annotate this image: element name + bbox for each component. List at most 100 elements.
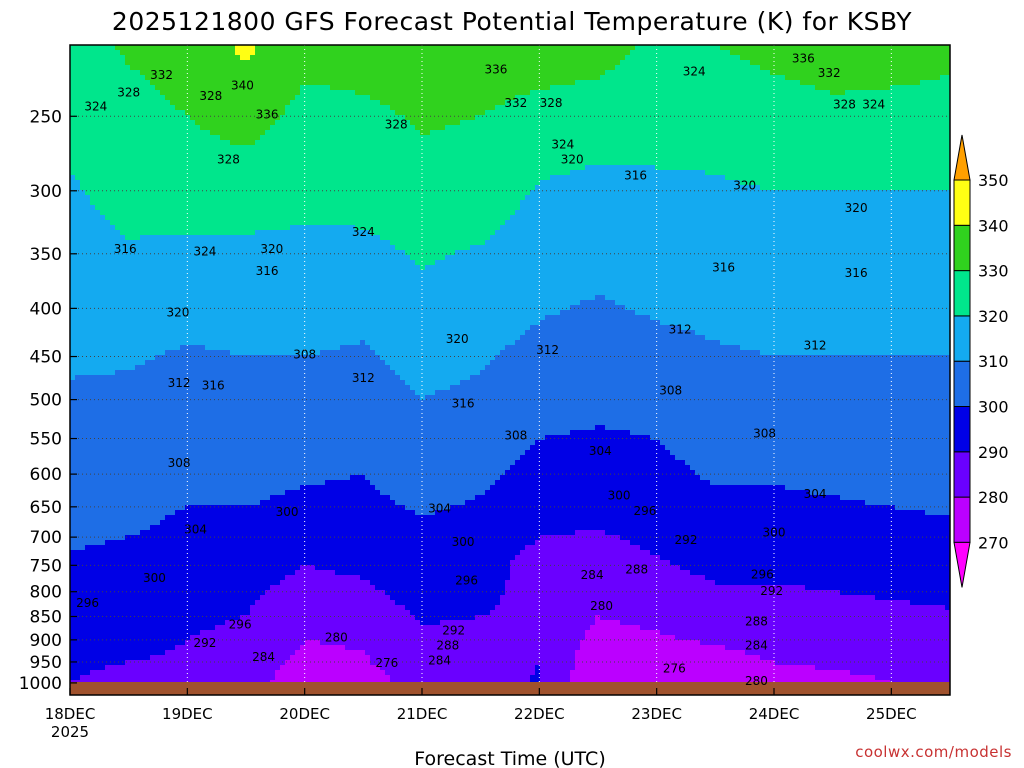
heatmap-cell — [480, 150, 486, 156]
heatmap-cell — [340, 150, 346, 156]
heatmap-cell — [330, 110, 336, 116]
heatmap-cell — [395, 185, 401, 191]
heatmap-cell — [510, 180, 516, 186]
heatmap-cell — [930, 70, 936, 76]
heatmap-cell — [210, 155, 216, 161]
heatmap-cell — [410, 125, 416, 131]
heatmap-cell — [595, 180, 601, 186]
heatmap-cell — [780, 150, 786, 156]
heatmap-cell — [215, 110, 221, 116]
heatmap-cell — [95, 90, 101, 96]
heatmap-cell — [305, 75, 311, 81]
heatmap-cell — [180, 50, 186, 56]
heatmap-cell — [130, 75, 136, 81]
heatmap-cell — [850, 90, 856, 96]
heatmap-cell — [215, 60, 221, 66]
heatmap-cell — [695, 155, 701, 161]
heatmap-cell — [255, 155, 261, 161]
heatmap-cell — [850, 65, 856, 71]
heatmap-cell — [270, 130, 276, 136]
heatmap-cell — [785, 80, 791, 86]
heatmap-cell — [395, 85, 401, 91]
heatmap-cell — [285, 90, 291, 96]
heatmap-cell — [710, 120, 716, 126]
heatmap-cell — [755, 90, 761, 96]
heatmap-cell — [305, 130, 311, 136]
heatmap-cell — [225, 95, 231, 101]
heatmap-cell — [905, 150, 911, 156]
heatmap-cell — [725, 130, 731, 136]
heatmap-cell — [470, 155, 476, 161]
heatmap-cell — [285, 180, 291, 186]
heatmap-cell — [695, 100, 701, 106]
heatmap-cell — [310, 110, 316, 116]
heatmap-cell — [405, 60, 411, 66]
heatmap-cell — [370, 45, 376, 51]
heatmap-cell — [470, 95, 476, 101]
heatmap-cell — [455, 70, 461, 76]
heatmap-cell — [195, 175, 201, 181]
heatmap-cell — [690, 180, 696, 186]
heatmap-cell — [195, 75, 201, 81]
heatmap-cell — [740, 90, 746, 96]
heatmap-cell — [730, 155, 736, 161]
heatmap-cell — [730, 85, 736, 91]
heatmap-cell — [330, 75, 336, 81]
heatmap-cell — [870, 170, 876, 176]
heatmap-cell — [505, 85, 511, 91]
heatmap-cell — [115, 50, 121, 56]
heatmap-cell — [725, 170, 731, 176]
heatmap-cell — [770, 150, 776, 156]
heatmap-cell — [605, 105, 611, 111]
heatmap-cell — [660, 75, 666, 81]
heatmap-cell — [265, 85, 271, 91]
heatmap-cell — [730, 165, 736, 171]
heatmap-cell — [775, 70, 781, 76]
heatmap-cell — [885, 105, 891, 111]
heatmap-cell — [510, 75, 516, 81]
heatmap-cell — [540, 90, 546, 96]
heatmap-cell — [430, 95, 436, 101]
heatmap-cell — [345, 95, 351, 101]
heatmap-cell — [355, 145, 361, 151]
heatmap-cell — [790, 125, 796, 131]
heatmap-cell — [520, 135, 526, 141]
heatmap-cell — [805, 170, 811, 176]
heatmap-cell — [330, 80, 336, 86]
heatmap-cell — [110, 150, 116, 156]
heatmap-cell — [295, 150, 301, 156]
heatmap-cell — [420, 135, 426, 141]
heatmap-cell — [645, 100, 651, 106]
heatmap-cell — [850, 140, 856, 146]
heatmap-cell — [525, 150, 531, 156]
heatmap-cell — [715, 140, 721, 146]
heatmap-cell — [770, 140, 776, 146]
heatmap-cell — [395, 160, 401, 166]
heatmap-cell — [175, 165, 181, 171]
heatmap-cell — [870, 150, 876, 156]
heatmap-cell — [760, 110, 766, 116]
heatmap-cell — [130, 125, 136, 131]
heatmap-cell — [365, 110, 371, 116]
heatmap-cell — [290, 130, 296, 136]
heatmap-cell — [190, 180, 196, 186]
heatmap-cell — [415, 165, 421, 171]
heatmap-cell — [250, 155, 256, 161]
heatmap-cell — [215, 45, 221, 51]
heatmap-cell — [435, 180, 441, 186]
heatmap-cell — [395, 110, 401, 116]
heatmap-cell — [120, 60, 126, 66]
heatmap-cell — [495, 100, 501, 106]
heatmap-cell — [905, 45, 911, 51]
heatmap-cell — [605, 110, 611, 116]
heatmap-cell — [285, 165, 291, 171]
heatmap-cell — [450, 55, 456, 61]
heatmap-cell — [210, 170, 216, 176]
heatmap-cell — [145, 145, 151, 151]
heatmap-cell — [135, 135, 141, 141]
heatmap-cell — [940, 45, 946, 51]
heatmap-cell — [710, 175, 716, 181]
heatmap-cell — [795, 145, 801, 151]
heatmap-cell — [565, 105, 571, 111]
heatmap-cell — [575, 135, 581, 141]
